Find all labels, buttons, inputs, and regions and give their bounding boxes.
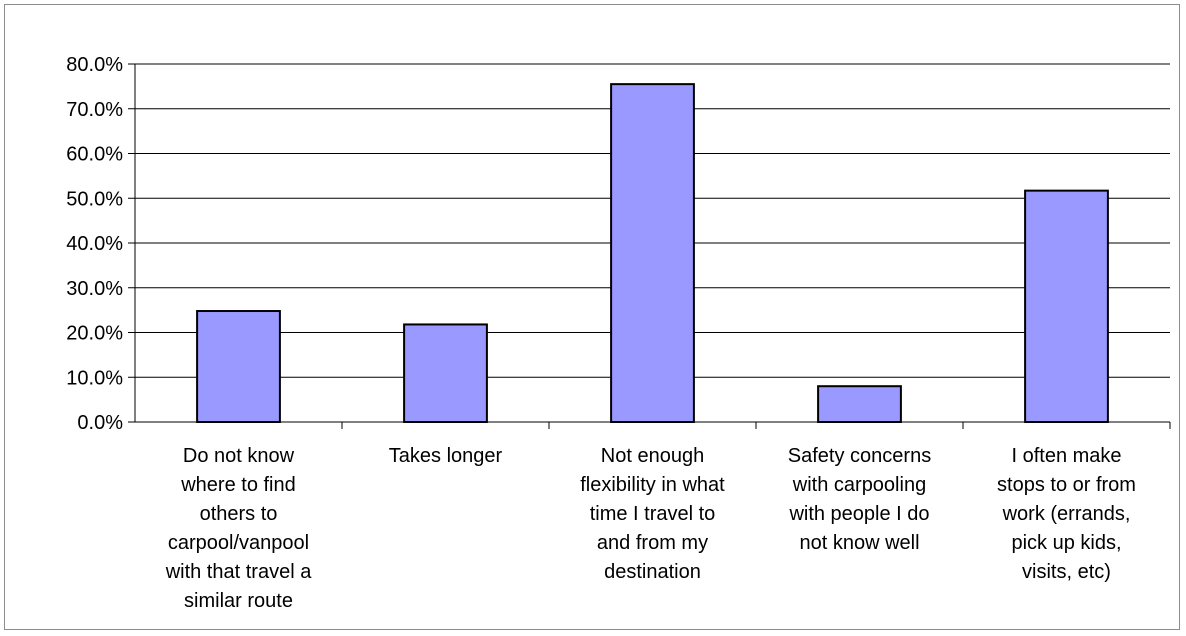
x-category-label-line: time I travel to	[590, 503, 716, 525]
bar	[403, 323, 488, 424]
x-category-label: I often make stops to or from work (errand…	[997, 445, 1136, 583]
y-tick-label: 70.0%	[66, 99, 123, 121]
x-category-label-line: and from my	[597, 532, 708, 554]
x-category-label-line: flexibility in what	[580, 474, 725, 496]
x-axis-category-labels: Do not know where to find others to carpool…	[165, 445, 1136, 612]
x-category-label: Not enough flexibility in what time I trav…	[580, 445, 725, 583]
x-category-label-line: with that travel a	[165, 561, 313, 583]
y-tick-label: 40.0%	[66, 233, 123, 255]
y-axis-tick-labels: 0.0% 10.0% 20.0% 30.0% 40.0% 50.0% 60.0% 70.0% 8…	[66, 54, 123, 434]
x-category-label-line: with people I do	[788, 503, 929, 525]
x-category-label-line: I often make	[1011, 445, 1121, 467]
x-category-label-line: destination	[604, 561, 701, 583]
x-category-label: Safety concerns with carpooling with peopl…	[788, 445, 931, 554]
y-tick-label: 30.0%	[66, 278, 123, 300]
x-category-label-line: pick up kids,	[1011, 532, 1121, 554]
y-tick-label: 20.0%	[66, 323, 123, 345]
x-category-label: Takes longer	[389, 445, 503, 467]
x-category-label-line: carpool/vanpool	[168, 532, 309, 554]
x-category-label-line: others to	[200, 503, 278, 525]
x-category-label-line: Takes longer	[389, 445, 503, 467]
axes	[128, 63, 1171, 429]
bar	[610, 83, 695, 423]
bars	[196, 83, 1109, 424]
y-tick-label: 60.0%	[66, 144, 123, 166]
y-tick-label: 0.0%	[77, 412, 123, 434]
x-category-label-line: where to find	[180, 474, 296, 496]
x-category-label-line: Do not know	[183, 445, 295, 467]
x-category-label: Do not know where to find others to carpool…	[165, 445, 313, 612]
x-category-label-line: not know well	[799, 532, 919, 554]
y-tick-label: 10.0%	[66, 367, 123, 389]
y-tick-label: 80.0%	[66, 54, 123, 76]
bar	[1024, 189, 1109, 423]
bar	[196, 310, 281, 423]
x-category-label-line: Safety concerns	[788, 445, 931, 467]
x-category-label-line: Not enough	[601, 445, 704, 467]
x-category-label-line: visits, etc)	[1022, 561, 1111, 583]
x-category-label-line: with carpooling	[792, 474, 926, 496]
x-category-label-line: work (errands,	[1002, 503, 1131, 525]
x-category-label-line: stops to or from	[997, 474, 1136, 496]
bar	[817, 385, 902, 424]
x-category-label-line: similar route	[184, 590, 293, 612]
y-tick-label: 50.0%	[66, 188, 123, 210]
